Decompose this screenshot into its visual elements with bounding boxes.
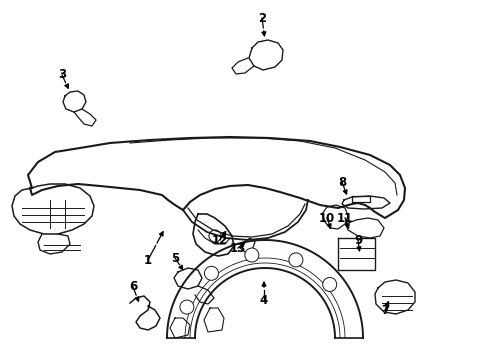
Text: 8: 8 [338, 175, 346, 189]
Text: 10: 10 [319, 211, 335, 225]
Text: 11: 11 [337, 211, 353, 225]
Text: 2: 2 [258, 12, 266, 24]
Circle shape [180, 300, 194, 314]
Text: 9: 9 [354, 234, 362, 247]
Circle shape [245, 248, 259, 262]
Text: 6: 6 [129, 280, 137, 293]
Text: 5: 5 [171, 252, 179, 265]
Circle shape [323, 278, 337, 292]
Text: 7: 7 [381, 303, 389, 316]
Text: 3: 3 [58, 68, 66, 81]
Text: 12: 12 [212, 234, 228, 247]
Text: 1: 1 [144, 253, 152, 266]
Text: 4: 4 [260, 293, 268, 306]
Text: 13: 13 [230, 242, 246, 255]
Circle shape [289, 253, 303, 267]
Circle shape [204, 266, 219, 280]
